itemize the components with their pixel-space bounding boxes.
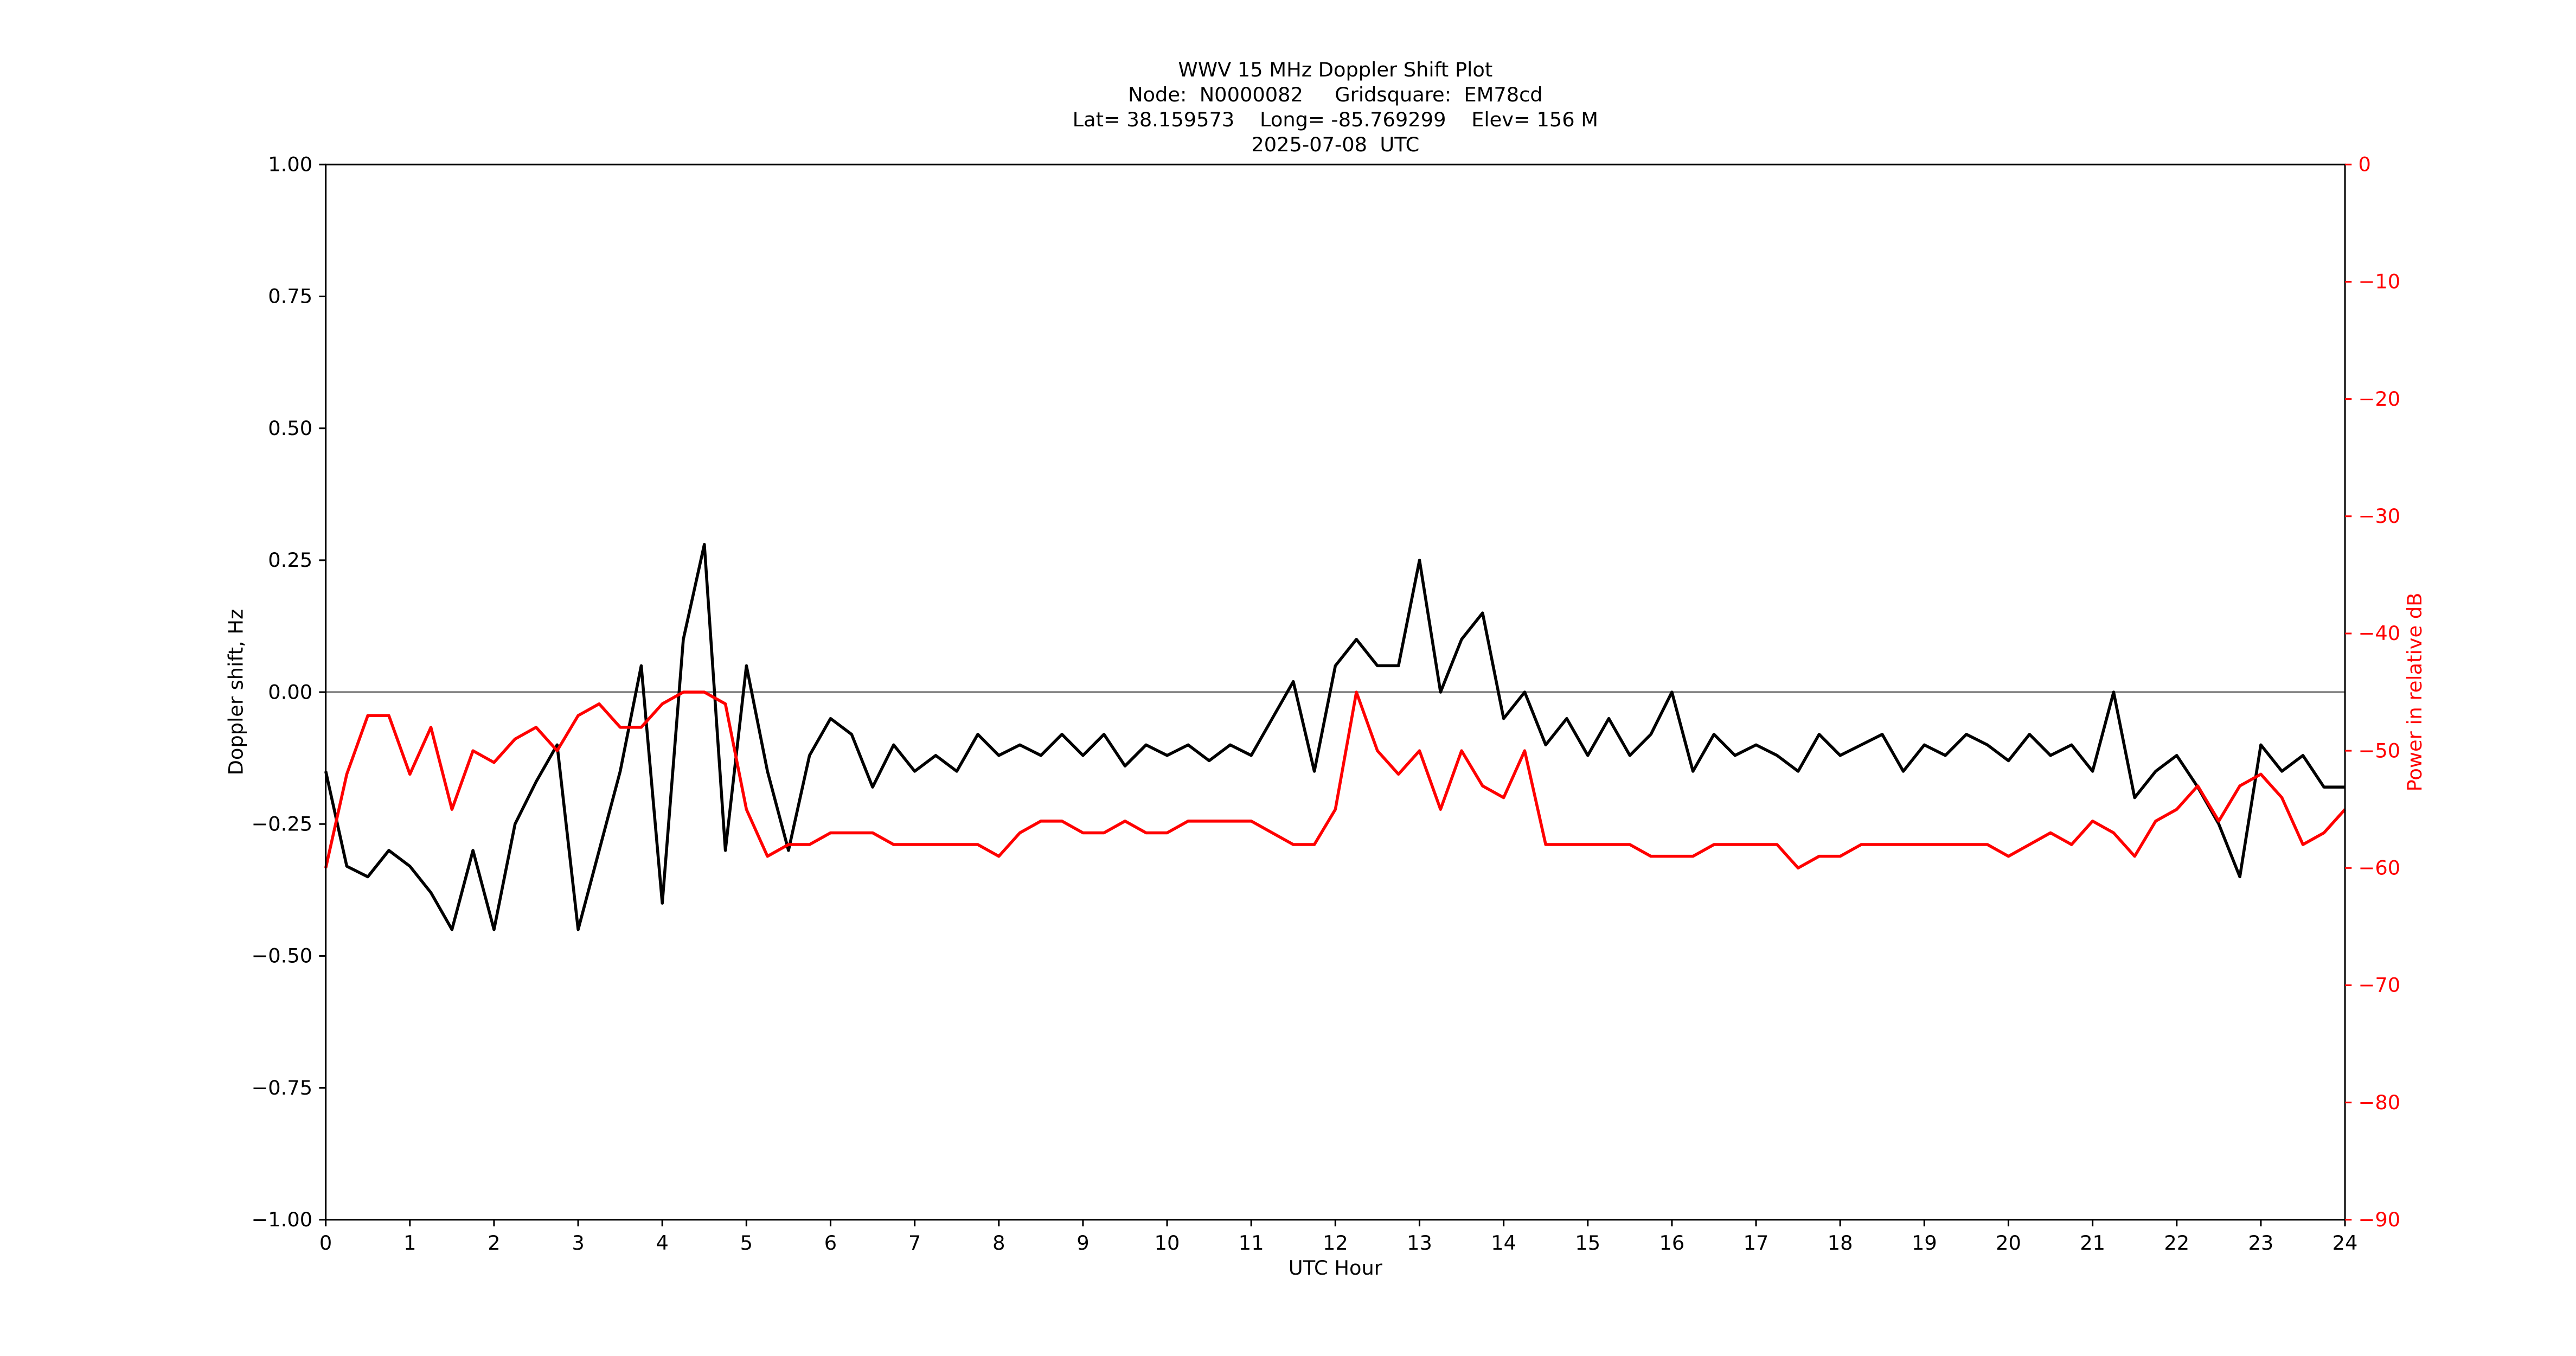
y2-tick-label: −60 <box>2359 856 2401 880</box>
x-tick-label: 15 <box>1575 1231 1600 1255</box>
x-tick-label: 16 <box>1659 1231 1685 1255</box>
x-tick-label: 7 <box>908 1231 921 1255</box>
x-tick-label: 22 <box>2164 1231 2189 1255</box>
chart-title: Node: N0000082 Gridsquare: EM78cd <box>1128 83 1543 106</box>
x-tick-label: 17 <box>1744 1231 1769 1255</box>
y2-tick-label: −90 <box>2359 1208 2401 1231</box>
x-tick-label: 12 <box>1323 1231 1348 1255</box>
x-tick-label: 4 <box>656 1231 669 1255</box>
y-tick-label: −0.50 <box>251 944 312 968</box>
x-tick-label: 5 <box>740 1231 753 1255</box>
chart-title: 2025-07-08 UTC <box>1251 133 1419 156</box>
y-tick-label: 0.00 <box>268 680 312 703</box>
x-tick-label: 18 <box>1828 1231 1853 1255</box>
y-tick-label: 0.25 <box>268 548 312 572</box>
data-line <box>324 690 2347 870</box>
y2-tick-label: −70 <box>2359 974 2401 997</box>
x-tick-label: 10 <box>1155 1231 1180 1255</box>
y-axis-label: Doppler shift, Hz <box>224 609 247 776</box>
y2-axis-label: Power in relative dB <box>2403 593 2426 792</box>
x-tick-label: 20 <box>1996 1231 2021 1255</box>
x-tick-label: 8 <box>992 1231 1005 1255</box>
x-tick-label: 9 <box>1076 1231 1089 1255</box>
y2-tick-label: −50 <box>2359 739 2401 762</box>
x-tick-label: 14 <box>1491 1231 1516 1255</box>
y-tick-label: 1.00 <box>268 153 312 176</box>
y-tick-label: 0.50 <box>268 417 312 440</box>
y-tick-label: −0.75 <box>251 1076 312 1099</box>
x-tick-label: 13 <box>1407 1231 1432 1255</box>
y2-tick-label: −20 <box>2359 387 2401 411</box>
chart-title: Lat= 38.159573 Long= -85.769299 Elev= 15… <box>1073 108 1598 131</box>
y2-tick-label: −40 <box>2359 622 2401 645</box>
y2-tick-label: 0 <box>2359 153 2371 176</box>
y2-tick-label: −10 <box>2359 270 2401 293</box>
x-axis-label: UTC Hour <box>1289 1256 1383 1280</box>
y2-tick-label: −30 <box>2359 504 2401 528</box>
x-tick-label: 11 <box>1239 1231 1264 1255</box>
x-tick-label: 0 <box>319 1231 332 1255</box>
x-tick-label: 19 <box>1912 1231 1937 1255</box>
chart-title: WWV 15 MHz Doppler Shift Plot <box>1178 58 1492 81</box>
x-tick-label: 6 <box>824 1231 837 1255</box>
data-line <box>324 542 2346 931</box>
y-tick-label: 0.75 <box>268 285 312 308</box>
x-tick-label: 1 <box>403 1231 416 1255</box>
y2-tick-label: −80 <box>2359 1091 2401 1114</box>
x-tick-label: 23 <box>2248 1231 2274 1255</box>
x-tick-label: 2 <box>488 1231 500 1255</box>
x-tick-label: 24 <box>2333 1231 2358 1255</box>
y-tick-label: −1.00 <box>251 1208 312 1231</box>
x-tick-label: 21 <box>2080 1231 2105 1255</box>
y-tick-label: −0.25 <box>251 812 312 835</box>
x-tick-label: 3 <box>572 1231 584 1255</box>
